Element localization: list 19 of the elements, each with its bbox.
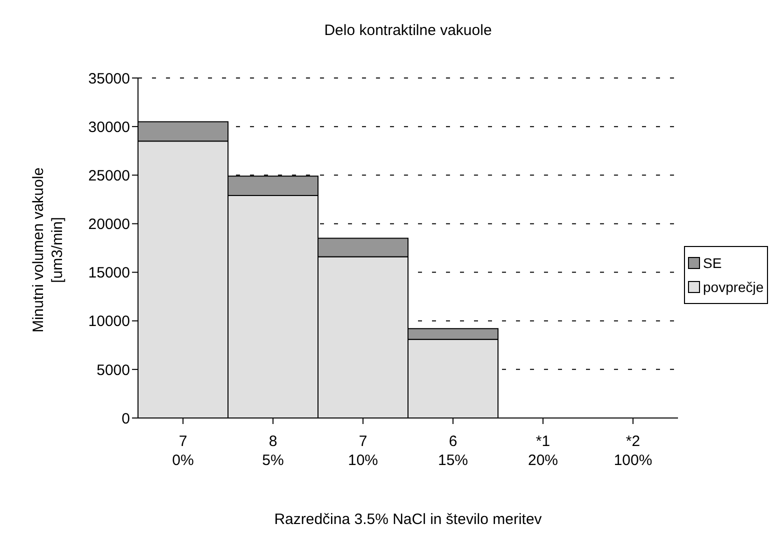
x-axis-title: Razredčina 3.5% NaCl in število meritev [273,511,543,528]
y-tick-label: 15000 [88,264,130,282]
x-tick-label: 7 10% [348,433,378,469]
x-tick-label: 7 0% [172,433,194,469]
y-tick-label: 5000 [96,362,130,379]
legend-label: SE [703,255,722,271]
x-tick-label: *1 20% [528,433,558,469]
chart-title: Delo kontraktilne vakuole [323,22,493,39]
y-tick-label: 20000 [88,216,130,234]
y-tick-label: 25000 [88,167,130,184]
legend-label: povprečje [703,279,764,295]
x-tick-label: 6 15% [438,433,468,469]
y-tick-label: 10000 [88,313,130,330]
y-tick-label: 0 [122,410,130,428]
x-tick-label: *2 100% [614,433,652,469]
x-tick-label: 8 5% [262,433,284,469]
y-tick-label: 30000 [88,118,130,136]
y-axis-title: Minutni volumen vakuole [um3/min] [29,166,67,335]
y-tick-label: 35000 [88,70,130,88]
